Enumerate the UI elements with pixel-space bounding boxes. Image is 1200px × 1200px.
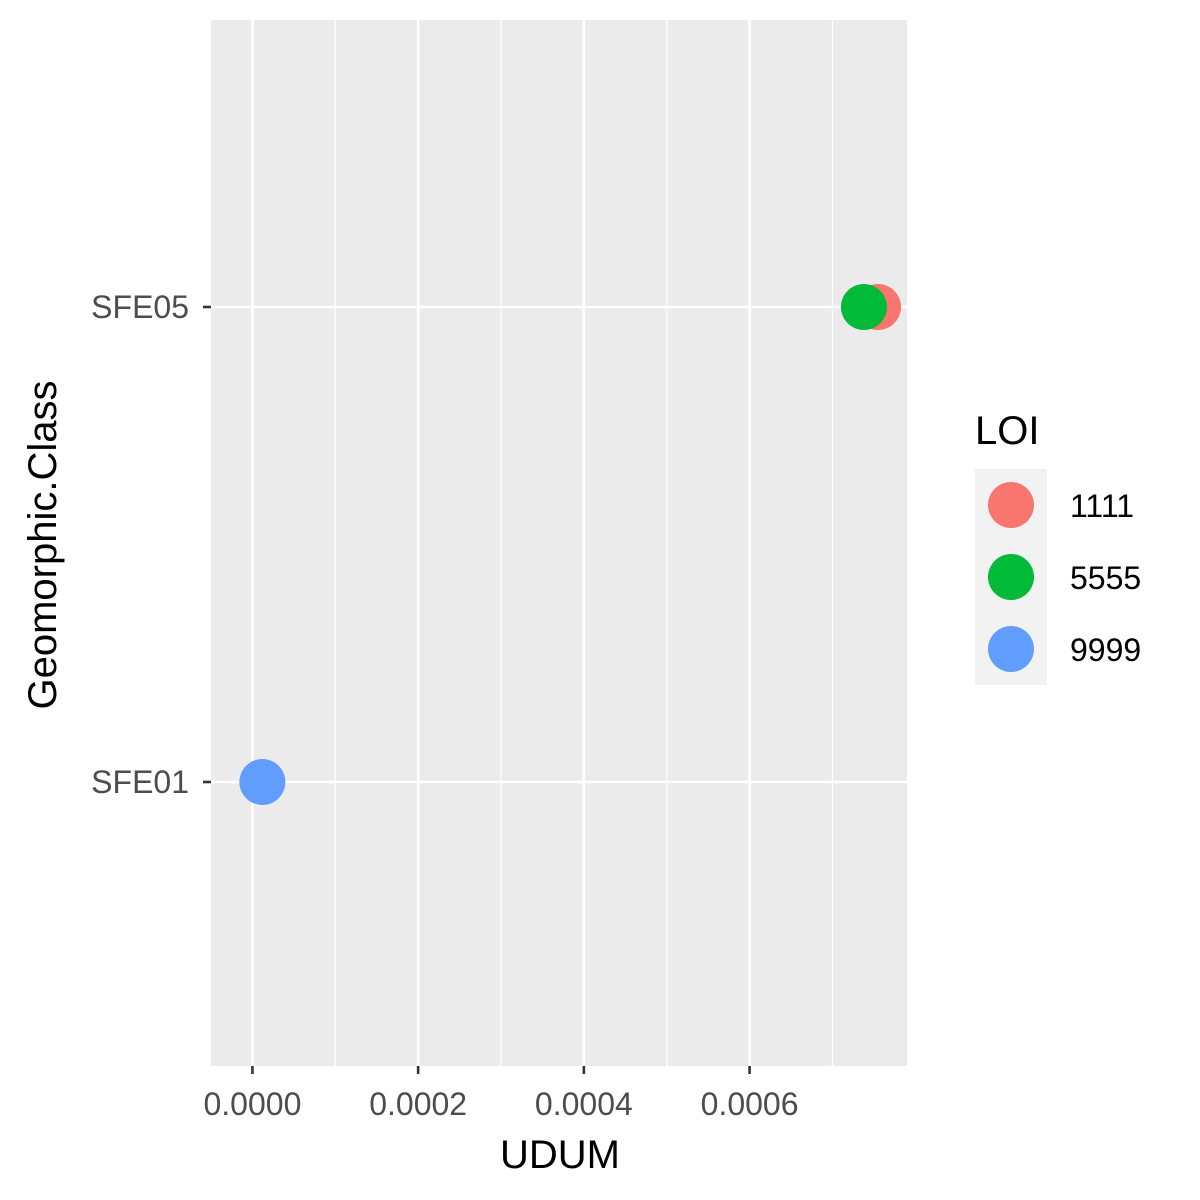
y-axis-title: Geomorphic.Class [21, 380, 65, 709]
x-tick-label: 0.0000 [203, 1086, 301, 1122]
legend: LOI 1111 5555 9999 [975, 409, 1141, 685]
legend-key-1111 [988, 482, 1034, 528]
x-tick-label: 0.0004 [535, 1086, 633, 1122]
legend-label: 5555 [1070, 560, 1141, 596]
legend-key-5555 [988, 554, 1034, 600]
y-tick-label: SFE01 [91, 764, 189, 800]
plot-panel [211, 20, 907, 1066]
x-axis-title: UDUM [500, 1133, 620, 1177]
data-point-9999 [239, 759, 286, 805]
data-point-5555 [840, 284, 887, 330]
legend-label: 9999 [1070, 632, 1141, 668]
legend-key-9999 [988, 626, 1034, 672]
legend-title: LOI [975, 409, 1039, 453]
y-tick-label: SFE05 [91, 289, 189, 325]
grid-lines [211, 20, 907, 1066]
x-tick-label: 0.0002 [369, 1086, 467, 1122]
data-points [239, 284, 901, 805]
x-tick-label: 0.0006 [701, 1086, 799, 1122]
legend-label: 1111 [1070, 488, 1134, 524]
axes: 0.0000 0.0002 0.0004 0.0006 SFE01 SFE05 [91, 289, 798, 1122]
